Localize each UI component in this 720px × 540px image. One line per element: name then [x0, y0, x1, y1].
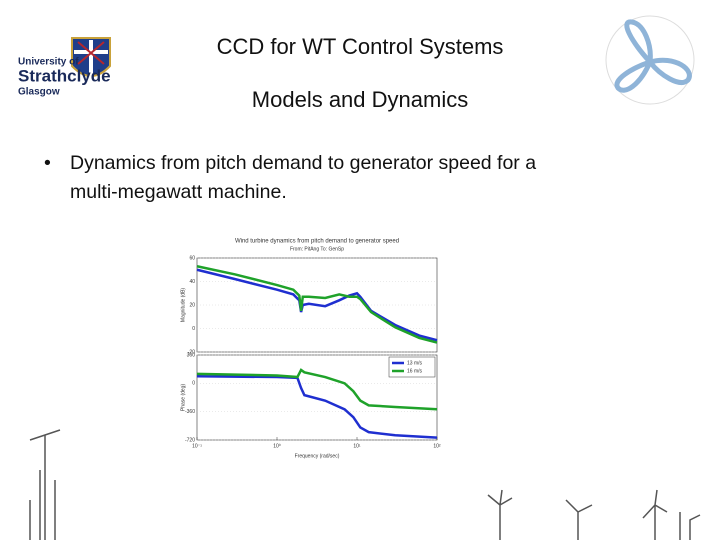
wind-logo: [605, 15, 695, 105]
logo-text: Glasgow: [18, 87, 60, 98]
y-tick-label: 0: [192, 381, 195, 387]
y-tick-label: 360: [187, 352, 196, 358]
y-tick-label: 40: [189, 279, 195, 285]
y-axis-label: Phase (deg): [180, 384, 186, 412]
y-tick-label: -360: [185, 409, 195, 415]
y-tick-label: 0: [192, 326, 195, 332]
chart-title: Wind turbine dynamics from pitch demand …: [235, 239, 399, 245]
y-tick-label: -720: [185, 437, 195, 443]
university-logo: University of Strathclyde Glasgow: [18, 37, 111, 98]
y-axis-label: Magnitude (dB): [180, 288, 186, 323]
series-line: [196, 268, 438, 342]
turbine: [565, 499, 593, 540]
bullet-text: multi-megawatt machine.: [70, 181, 287, 203]
x-axis-label: Frequency (rad/sec): [295, 453, 340, 459]
logo-blades: [614, 19, 692, 93]
x-tick-label: 10¹: [353, 443, 361, 449]
y-tick-label: -20: [188, 349, 195, 355]
legend-label: 16 m/s: [407, 368, 423, 374]
x-tick-label: 10⁰: [273, 443, 281, 449]
x-tick-label: 10⁻¹: [192, 443, 202, 449]
turbine: [29, 429, 61, 540]
chart-subtitle: From: PitAng To: GenSp: [290, 246, 344, 252]
series-line: [196, 368, 438, 411]
slide-title: CCD for WT Control Systems: [217, 34, 504, 59]
turbine: [642, 489, 701, 540]
bullet-text: Dynamics from pitch demand to generator …: [70, 152, 536, 174]
logo-circle: [605, 15, 695, 105]
series-line: [196, 265, 438, 344]
logo-text: Strathclyde: [18, 66, 111, 85]
x-tick-label: 10²: [433, 443, 441, 449]
shield-saltire: [77, 41, 105, 65]
y-tick-label: 60: [189, 255, 195, 261]
bullet-symbol: •: [44, 152, 51, 174]
slide-subtitle: Models and Dynamics: [252, 87, 468, 112]
y-tick-label: 20: [189, 302, 195, 308]
legend-label: 13 m/s: [407, 360, 423, 366]
logo-text: University of: [18, 57, 79, 68]
turbine: [487, 489, 513, 540]
turbine-silhouettes: [29, 429, 701, 540]
